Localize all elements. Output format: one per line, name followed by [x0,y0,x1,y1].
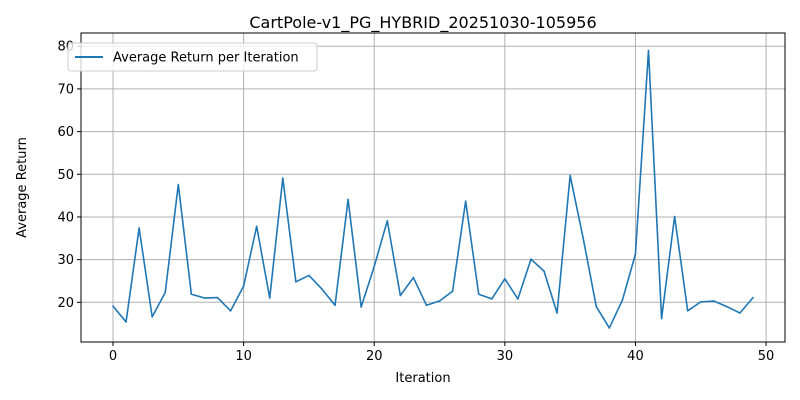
data-point [621,299,624,301]
y-tick-label: 70 [57,82,74,97]
data-point [438,300,441,302]
data-point [112,305,114,307]
data-point [569,174,571,177]
y-tick-label: 30 [57,253,74,268]
data-point [242,285,245,287]
x-tick-label: 50 [758,349,775,364]
data-point [752,296,754,299]
legend-box [67,42,318,72]
data-point [268,297,271,299]
data-point [673,215,676,218]
data-point [321,288,323,290]
x-tick-label: 10 [235,349,252,364]
data-point [490,298,493,300]
data-point [530,258,532,261]
data-point [451,290,454,293]
x-axis-ticks: 0 10 20 30 40 50 [109,342,774,364]
data-point [686,310,689,312]
y-tick-label: 40 [57,210,74,225]
data-point [373,265,376,268]
data-point [634,253,637,255]
data-point [660,317,663,320]
x-axis-label: Iteration [395,371,450,386]
x-tick-label: 0 [109,349,117,364]
data-point [517,298,519,300]
data-point [647,49,650,52]
series-layer [112,49,754,329]
y-axis-label: Average Return [15,137,30,238]
data-point [360,306,362,308]
data-point [464,200,467,202]
data-point [190,293,193,296]
data-point [255,225,258,228]
data-point [386,219,389,222]
y-tick-label: 60 [57,125,74,140]
data-point [739,312,741,314]
plot-area [80,32,786,343]
data-point [308,274,310,277]
data-point [477,293,480,296]
data-point [151,316,153,318]
data-point [138,227,140,229]
data-point [295,281,297,283]
data-point [556,312,558,314]
legend: Average Return per Iteration [67,42,318,72]
data-point [608,327,611,329]
data-point [177,183,180,186]
data-point [504,278,506,280]
data-point [229,310,232,312]
series-line [112,49,754,329]
data-point [543,270,545,272]
data-point [699,301,702,303]
y-tick-label: 50 [57,168,74,183]
x-tick-label: 20 [366,349,383,364]
data-point [582,237,584,240]
chart-title: CartPole-v1_PG_HYBRID_20251030-105956 [249,13,596,33]
x-tick-label: 40 [627,349,644,364]
data-point [726,305,728,308]
data-point [125,321,127,323]
legend-label: Average Return per Iteration [113,51,299,66]
data-point [347,198,349,201]
data-point [164,291,167,294]
y-tick-label: 20 [57,296,74,311]
data-point [412,276,415,279]
data-point [216,296,219,299]
data-point [282,177,284,179]
data-point [399,294,402,297]
data-point [713,300,715,302]
data-point [595,305,598,308]
x-tick-label: 30 [497,349,514,364]
data-point [425,304,428,307]
data-point [334,304,336,307]
data-point [203,297,206,299]
grid-lines [81,33,785,342]
